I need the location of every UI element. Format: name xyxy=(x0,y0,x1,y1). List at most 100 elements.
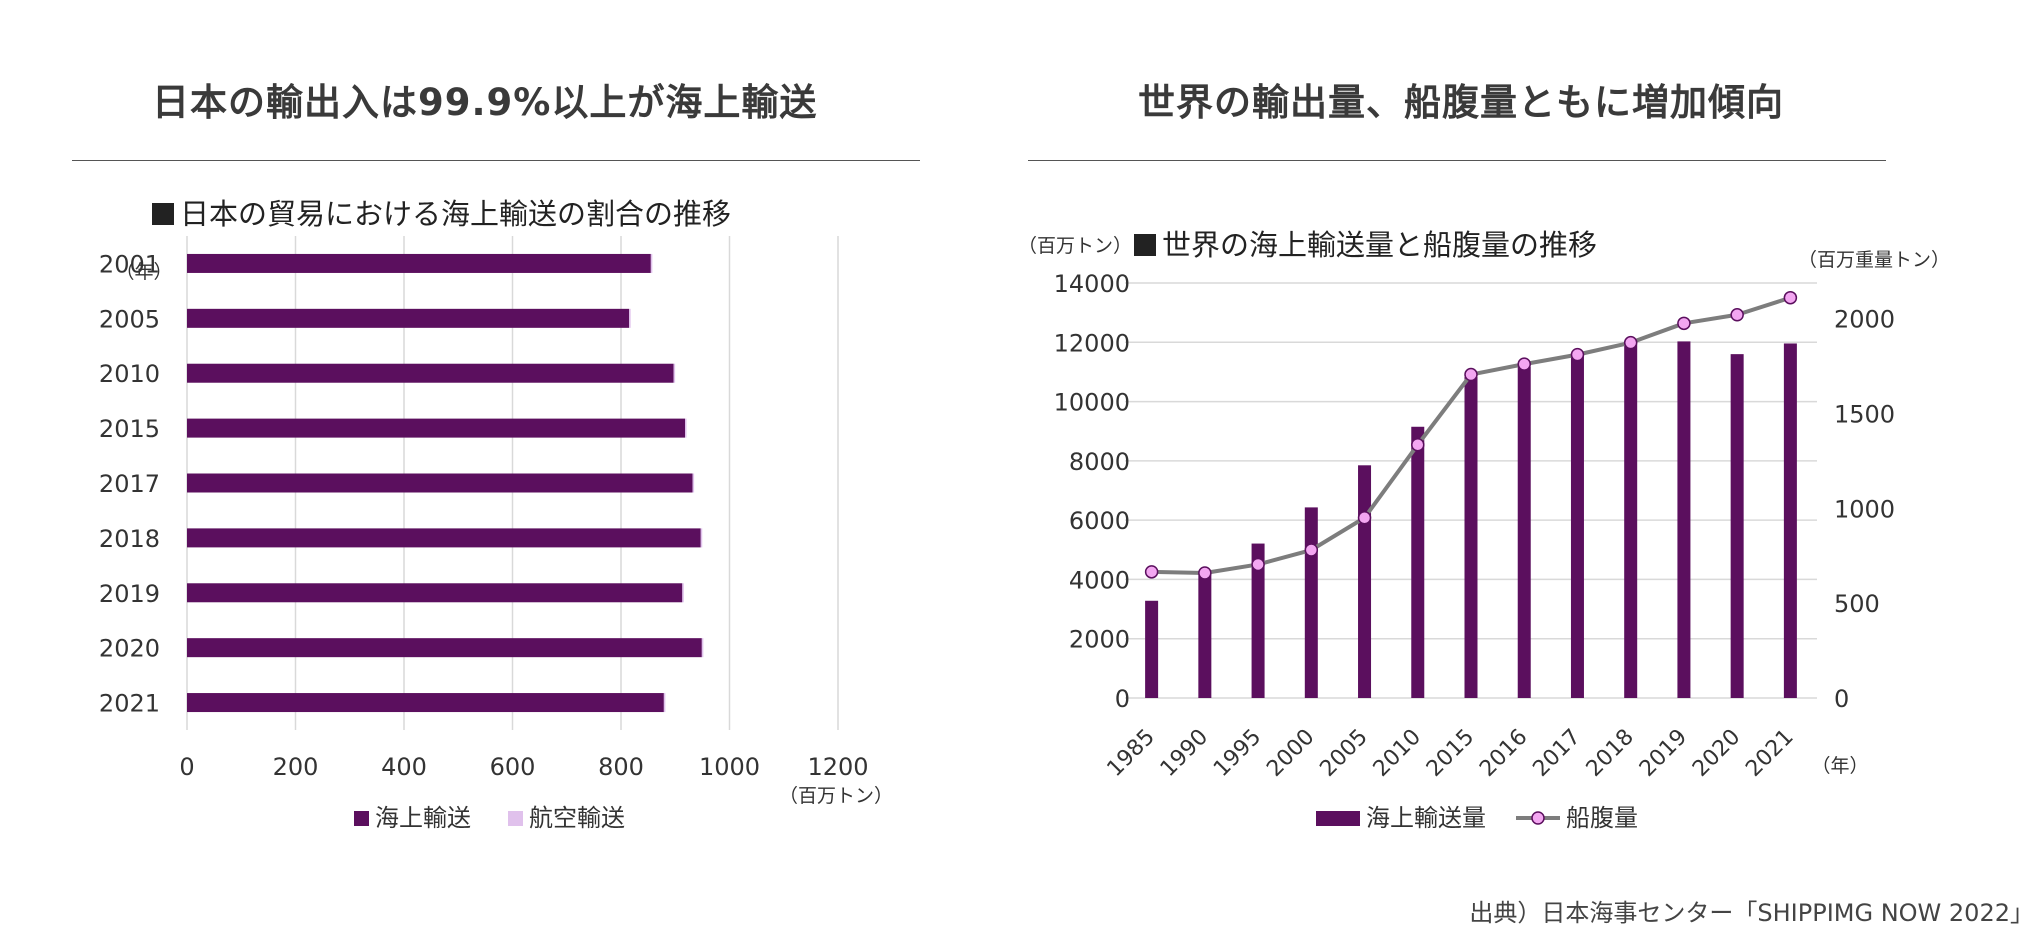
x-axis-unit: （年） xyxy=(1811,755,1868,777)
air-bar xyxy=(692,473,695,493)
left-divider xyxy=(72,160,920,161)
y-tick-label: 2017 xyxy=(99,470,160,498)
fleet-point xyxy=(1783,290,1798,305)
fleet-point xyxy=(1570,347,1585,362)
sea-bar xyxy=(187,583,683,603)
y-right-tick-label: 1500 xyxy=(1834,400,1895,428)
sea-volume-bar xyxy=(1358,465,1372,698)
right-divider xyxy=(1028,160,1886,161)
y-tick-label: 2018 xyxy=(99,525,160,553)
y-left-tick-label: 6000 xyxy=(1069,507,1130,535)
left-heading: 日本の輸出入は99.9%以上が海上輸送 xyxy=(152,81,818,124)
x-tick-label: 800 xyxy=(598,753,644,781)
sea-volume-bar xyxy=(1145,600,1159,698)
y-left-tick-label: 12000 xyxy=(1054,329,1130,357)
fleet-point xyxy=(1464,367,1478,382)
sea-volume-bar xyxy=(1570,354,1584,698)
sea-volume-bar xyxy=(1251,543,1265,698)
air-bar xyxy=(663,693,666,713)
air-bar xyxy=(629,308,631,328)
x-tick-label: 2019 xyxy=(1635,725,1692,782)
x-tick-label: 2010 xyxy=(1369,725,1426,782)
x-tick-label: 2005 xyxy=(1316,725,1373,782)
y-left-tick-label: 8000 xyxy=(1069,448,1130,476)
legend-fleet-label: 船腹量 xyxy=(1566,804,1638,832)
sea-volume-bar xyxy=(1411,426,1425,698)
left-chart-subtitle: 日本の貿易における海上輸送の割合の推移 xyxy=(152,191,731,233)
legend-sea-volume-label: 海上輸送量 xyxy=(1366,804,1486,832)
right-chart-subtitle: 世界の海上輸送量と船腹量の推移 xyxy=(1134,222,1597,264)
x-tick-label: 2000 xyxy=(1262,725,1319,782)
y-right-tick-label: 0 xyxy=(1834,685,1849,713)
y-tick-label: 2019 xyxy=(99,580,160,608)
sea-volume-bar xyxy=(1783,343,1797,698)
sea-bar xyxy=(187,638,702,658)
y-tick-label: 2015 xyxy=(99,415,160,443)
fleet-point xyxy=(1198,566,1212,580)
y-axis-unit: （年） xyxy=(115,261,172,283)
fleet-point xyxy=(1251,557,1265,572)
x-tick-label: 2017 xyxy=(1528,725,1585,782)
x-tick-label: 1000 xyxy=(699,753,760,781)
y-left-tick-label: 0 xyxy=(1115,685,1130,713)
air-bar xyxy=(682,583,684,603)
fleet-point xyxy=(1677,316,1691,331)
y-right-tick-label: 2000 xyxy=(1834,306,1895,334)
right-heading: 世界の輸出量、船腹量ともに増加傾向 xyxy=(1138,81,1784,124)
sea-volume-bar xyxy=(1624,344,1638,698)
x-tick-label: 1200 xyxy=(807,753,868,781)
source-note: 出典）日本海事センター「SHIPPIMG NOW 2022」 xyxy=(1469,899,2034,927)
right-subtitle-text: 世界の海上輸送量と船腹量の推移 xyxy=(1162,228,1598,262)
square-bullet-icon xyxy=(152,203,174,225)
sea-volume-bar xyxy=(1730,354,1744,698)
left-subtitle-text: 日本の貿易における海上輸送の割合の推移 xyxy=(180,197,732,231)
sea-volume-bar xyxy=(1198,572,1212,698)
legend-air-label: 航空輸送 xyxy=(529,804,625,832)
fleet-point xyxy=(1623,335,1638,350)
left-bar-chart: 0 200 400 600 800 1000 1200 2001 2005 2010 2015 201… xyxy=(99,236,893,832)
air-bar xyxy=(700,528,703,548)
left-panel: 日本の輸出入は99.9%以上が海上輸送 日本の貿易における海上輸送の割合の推移 … xyxy=(0,0,1010,940)
legend-sea-label: 海上輸送 xyxy=(375,804,471,832)
sea-volume-bar xyxy=(1464,376,1478,698)
legend-air-swatch xyxy=(508,811,523,826)
x-tick-label: 2020 xyxy=(1688,725,1745,782)
y-tick-label: 2010 xyxy=(99,360,160,388)
fleet-point xyxy=(1411,437,1425,452)
square-bullet-icon xyxy=(1134,234,1156,256)
sea-volume-bar xyxy=(1517,366,1531,698)
legend-sea-swatch xyxy=(354,811,369,826)
y-left-tick-label: 10000 xyxy=(1054,389,1130,417)
legend-sea-volume-swatch xyxy=(1316,811,1360,826)
y-tick-label: 2001 xyxy=(99,250,160,278)
fleet-point xyxy=(1144,565,1159,579)
x-tick-label: 600 xyxy=(490,753,536,781)
x-tick-label: 1990 xyxy=(1156,725,1213,782)
fleet-point xyxy=(1517,357,1531,371)
y-tick-label: 2020 xyxy=(99,635,160,663)
sea-bar xyxy=(187,418,686,438)
x-tick-label: 200 xyxy=(273,753,319,781)
fleet-point xyxy=(1357,511,1372,525)
y-left-unit: （百万トン） xyxy=(1018,235,1132,257)
y-tick-label: 2005 xyxy=(99,305,160,333)
legend-fleet-marker xyxy=(1531,811,1545,825)
x-tick-label: 2016 xyxy=(1475,725,1532,782)
air-bar xyxy=(673,363,676,383)
right-combo-chart: 0 2000 4000 6000 8000 10000 12000 14000 0 500 1000… xyxy=(1018,235,1950,832)
x-tick-label: 1995 xyxy=(1209,725,1266,782)
y-left-tick-label: 2000 xyxy=(1069,626,1130,654)
sea-volume-bar xyxy=(1677,341,1691,698)
x-tick-label: 1985 xyxy=(1103,725,1160,782)
sea-bar xyxy=(187,363,674,383)
sea-bar xyxy=(187,528,701,548)
y-right-unit: （百万重量トン） xyxy=(1798,249,1950,271)
right-panel: 世界の輸出量、船腹量ともに増加傾向 世界の海上輸送量と船腹量の推移 0 2000 4… xyxy=(1010,0,2040,940)
sea-bar xyxy=(187,693,664,713)
x-tick-label: 2018 xyxy=(1582,725,1639,782)
sea-bar xyxy=(187,308,630,328)
sea-bar xyxy=(187,473,693,493)
air-bar xyxy=(650,253,653,273)
y-right-tick-label: 500 xyxy=(1834,590,1880,618)
x-tick-label: 400 xyxy=(381,753,427,781)
